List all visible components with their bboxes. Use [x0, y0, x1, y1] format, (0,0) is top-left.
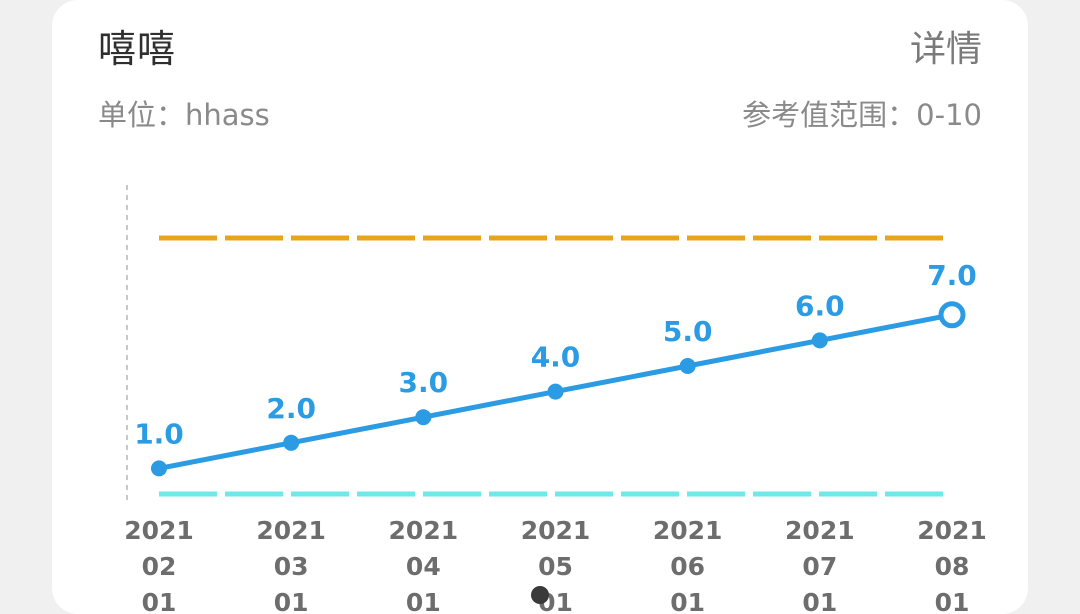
- x-tick-label: 2021 03 01: [256, 516, 326, 614]
- data-point: [938, 301, 966, 329]
- data-point: [547, 383, 564, 400]
- data-point: [811, 332, 828, 349]
- x-tick-label: 2021 06 01: [653, 516, 723, 614]
- data-point: [679, 358, 696, 374]
- x-tick-label: 2021 02 01: [124, 516, 194, 614]
- data-point: [415, 409, 432, 426]
- data-point: [283, 434, 300, 451]
- data-label: 3.0: [399, 366, 449, 399]
- detail-link[interactable]: 详情: [909, 29, 982, 70]
- data-label: 2.0: [266, 392, 316, 425]
- data-label: 6.0: [795, 289, 845, 322]
- x-tick-label: 2021 08 01: [917, 516, 987, 614]
- card-title: 嘻嘻: [98, 27, 177, 71]
- unit-label: 单位：hhass: [98, 98, 270, 132]
- page-indicator-dot: [531, 586, 549, 604]
- reference-range-label: 参考值范围：0-10: [742, 98, 982, 132]
- data-label: 7.0: [927, 259, 977, 292]
- x-tick-label: 2021 04 01: [389, 516, 459, 614]
- data-label: 5.0: [663, 315, 713, 348]
- data-label: 1.0: [134, 417, 184, 450]
- data-label: 4.0: [531, 341, 581, 374]
- chart-card: [52, 0, 1028, 614]
- data-point: [151, 460, 167, 477]
- x-tick-label: 2021 07 01: [785, 516, 855, 614]
